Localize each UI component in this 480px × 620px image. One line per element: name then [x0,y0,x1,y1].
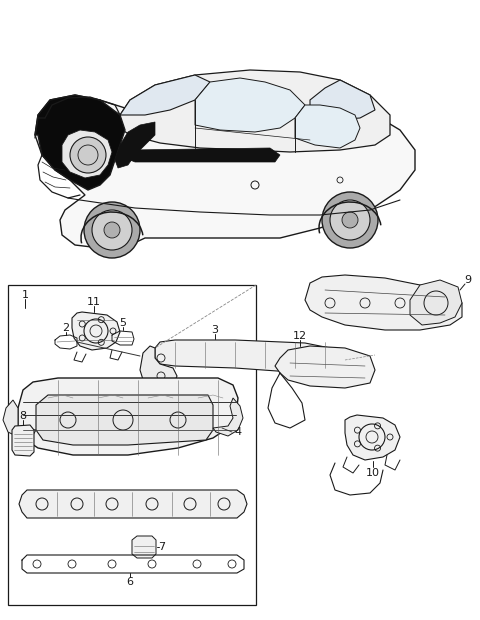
Polygon shape [310,80,375,120]
Text: 8: 8 [19,411,26,421]
Polygon shape [305,275,462,330]
Text: 12: 12 [293,331,307,341]
Circle shape [322,192,378,248]
Text: 10: 10 [366,468,380,478]
Text: 11: 11 [87,297,101,307]
Polygon shape [345,415,400,460]
Polygon shape [3,400,36,438]
Circle shape [70,137,106,173]
Polygon shape [12,425,34,456]
Polygon shape [18,378,238,455]
Polygon shape [275,346,375,388]
Polygon shape [35,95,415,248]
Polygon shape [155,340,345,376]
Polygon shape [295,105,360,148]
Polygon shape [410,280,462,325]
Polygon shape [132,536,156,558]
Text: 3: 3 [212,325,218,335]
Polygon shape [213,398,243,436]
Circle shape [92,210,132,250]
Text: 6: 6 [127,577,133,587]
Polygon shape [19,490,247,518]
Text: 4: 4 [234,427,241,437]
Circle shape [330,200,370,240]
Polygon shape [195,78,305,132]
Polygon shape [115,122,155,168]
Polygon shape [72,312,120,350]
Text: 1: 1 [22,290,28,300]
Circle shape [104,222,120,238]
Polygon shape [120,75,210,115]
Polygon shape [35,95,125,190]
Text: 7: 7 [158,542,166,552]
Polygon shape [140,346,177,390]
Polygon shape [125,148,280,162]
Polygon shape [36,395,213,445]
Bar [8,285,256,605]
Circle shape [342,212,358,228]
Text: 9: 9 [465,275,471,285]
Circle shape [84,202,140,258]
Text: 5: 5 [120,318,127,328]
Polygon shape [62,130,112,178]
Text: 2: 2 [62,323,70,333]
Polygon shape [115,70,390,152]
